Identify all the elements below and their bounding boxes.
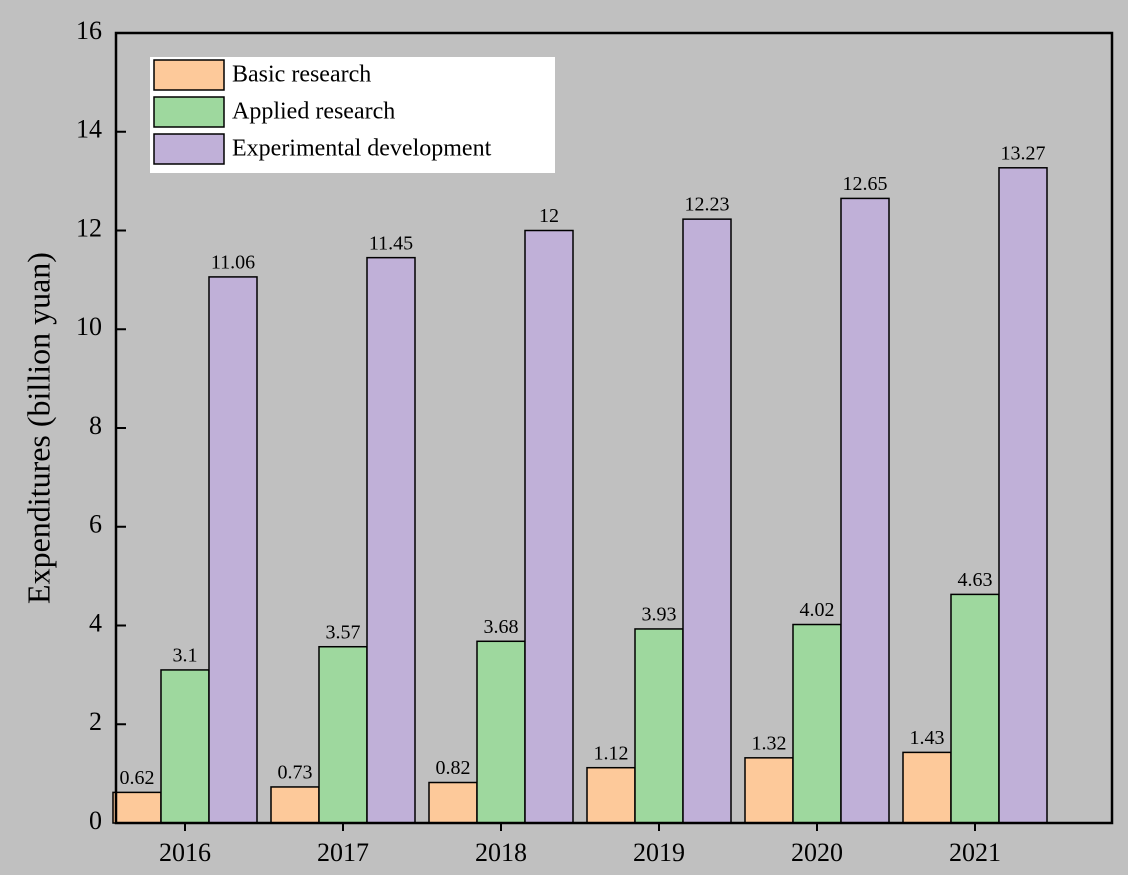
- value-label: 11.45: [369, 232, 413, 254]
- x-tick-label: 2017: [317, 838, 369, 867]
- legend-label: Applied research: [232, 99, 395, 125]
- value-label: 0.62: [120, 767, 155, 789]
- bar: [428, 781, 478, 824]
- bar: [112, 791, 162, 824]
- y-axis-label: Expenditures (billion yuan): [20, 252, 56, 604]
- legend-label: Basic research: [232, 62, 371, 88]
- bar: [840, 197, 890, 824]
- plot-frame: [114, 31, 1114, 825]
- x-tick-label: 2020: [791, 838, 843, 867]
- value-label: 1.12: [594, 742, 629, 764]
- value-label: 1.32: [752, 732, 787, 754]
- y-tick-label: 8: [89, 411, 102, 440]
- x-tick-label: 2021: [949, 838, 1001, 867]
- bar: [586, 766, 636, 824]
- legend-swatch: [153, 96, 225, 128]
- bar: [160, 669, 210, 824]
- value-label: 3.68: [484, 616, 519, 638]
- value-label: 12.65: [843, 173, 888, 195]
- value-label: 3.1: [173, 645, 198, 667]
- value-label: 12.23: [685, 194, 730, 216]
- legend-swatch: [153, 133, 225, 165]
- bar: [744, 757, 794, 824]
- bar: [634, 628, 684, 824]
- bar: [950, 593, 1000, 824]
- x-tick-label: 2018: [475, 838, 527, 867]
- value-label: 12: [539, 205, 559, 227]
- bar: [270, 786, 320, 824]
- value-label: 3.93: [642, 604, 677, 626]
- value-label: 4.02: [800, 599, 835, 621]
- bar: [318, 645, 368, 824]
- bar: [682, 218, 732, 824]
- value-label: 13.27: [1001, 142, 1046, 164]
- y-tick-label: 12: [76, 213, 102, 242]
- y-tick-label: 6: [89, 510, 102, 539]
- value-label: 3.57: [326, 621, 361, 643]
- bar: [524, 229, 574, 824]
- bar: [902, 751, 952, 824]
- legend-label: Experimental development: [232, 136, 492, 162]
- y-tick-label: 2: [89, 707, 102, 736]
- bar: [366, 256, 416, 824]
- y-tick-label: 14: [76, 115, 102, 144]
- x-tick-label: 2016: [159, 838, 211, 867]
- value-label: 0.73: [278, 762, 313, 784]
- value-label: 1.43: [910, 727, 945, 749]
- x-tick-label: 2019: [633, 838, 685, 867]
- bar: [998, 167, 1048, 824]
- bar: [792, 623, 842, 824]
- value-label: 0.82: [436, 757, 471, 779]
- value-label: 11.06: [211, 252, 255, 274]
- y-tick-label: 10: [76, 312, 102, 341]
- value-label: 4.63: [958, 569, 993, 591]
- y-tick-label: 4: [89, 608, 102, 637]
- bar: [208, 276, 258, 824]
- legend-swatch: [153, 59, 225, 91]
- bar: [476, 640, 526, 824]
- y-tick-label: 16: [76, 16, 102, 45]
- y-tick-label: 0: [89, 806, 102, 835]
